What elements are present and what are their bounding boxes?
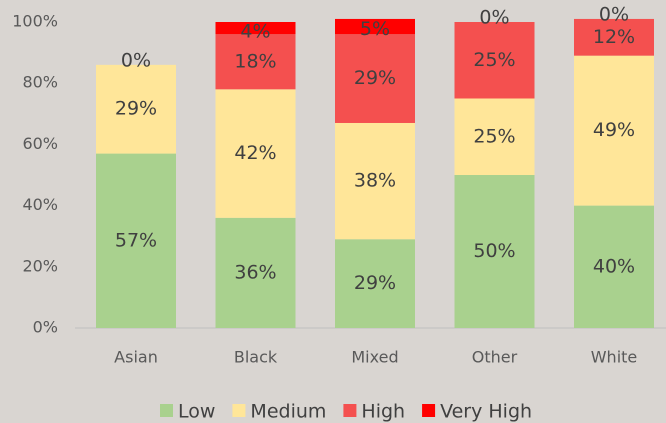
- legend-swatch: [343, 404, 357, 417]
- y-tick-label: 80%: [22, 73, 58, 92]
- y-tick-label: 0%: [33, 318, 58, 337]
- bar-segment: [96, 153, 176, 328]
- data-label: 29%: [354, 67, 396, 89]
- legend-label: Medium: [250, 401, 326, 423]
- x-tick-label: Mixed: [351, 348, 398, 367]
- data-label: 38%: [354, 170, 396, 192]
- bar-segment: [335, 239, 415, 328]
- data-label: 49%: [593, 119, 635, 141]
- data-label: 29%: [354, 272, 396, 294]
- x-tick-label: Asian: [114, 348, 158, 367]
- bar-segment: [215, 89, 296, 218]
- data-label: 18%: [234, 50, 276, 72]
- y-tick-label: 20%: [22, 256, 58, 275]
- data-label: 5%: [360, 18, 390, 40]
- bar-segment: [454, 175, 535, 328]
- data-label: 25%: [473, 125, 515, 147]
- legend-swatch: [232, 404, 246, 417]
- data-label: 50%: [473, 240, 515, 262]
- data-label: 36%: [234, 261, 276, 283]
- legend-label: Very High: [440, 401, 532, 423]
- data-label: 12%: [593, 26, 635, 48]
- legend-swatch: [422, 404, 436, 417]
- bar-segment: [454, 22, 535, 99]
- bar-segment: [96, 64, 176, 154]
- data-label: 40%: [593, 255, 635, 277]
- bar-segment: [574, 205, 654, 328]
- data-label: 57%: [115, 229, 157, 251]
- bar-segment: [215, 34, 296, 90]
- bar-segment: [574, 18, 654, 56]
- bar-segment: [215, 22, 296, 35]
- y-tick-label: 40%: [22, 195, 58, 214]
- x-tick-label: White: [591, 348, 638, 367]
- data-label: 0%: [599, 3, 629, 25]
- x-tick-label: Black: [234, 348, 278, 367]
- bar-segment: [335, 18, 415, 35]
- legend-label: High: [361, 401, 405, 423]
- bar-segment: [335, 122, 415, 240]
- data-label: 0%: [121, 49, 151, 71]
- y-tick-label: 100%: [12, 12, 58, 31]
- data-label: 42%: [234, 142, 276, 164]
- bar-segment: [574, 55, 654, 206]
- bar-segment: [215, 217, 296, 328]
- y-tick-label: 60%: [22, 134, 58, 153]
- data-label: 0%: [479, 7, 509, 29]
- legend-swatch: [160, 404, 173, 417]
- bar-segment: [454, 98, 535, 175]
- legend-label: Low: [178, 401, 215, 423]
- data-label: 29%: [115, 98, 157, 120]
- data-label: 4%: [240, 21, 270, 43]
- x-tick-label: Other: [472, 348, 518, 367]
- data-label: 25%: [473, 49, 515, 71]
- bar-segment: [335, 34, 415, 123]
